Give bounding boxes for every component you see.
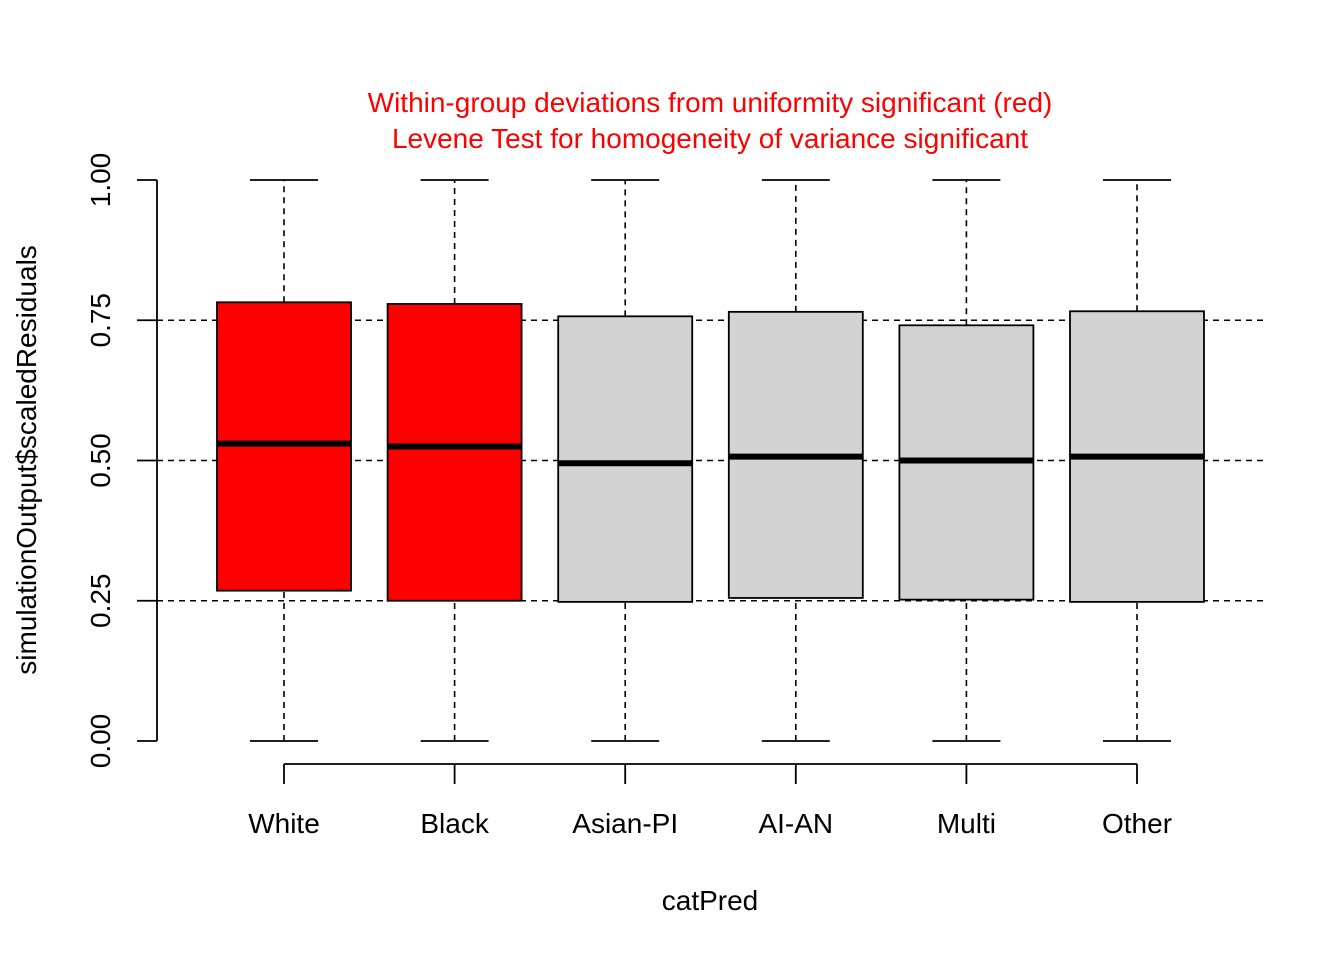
- y-axis-label: simulationOutput$scaledResiduals: [11, 245, 42, 675]
- x-axis: White Black Asian-PI AI-AN Multi Other: [248, 763, 1172, 839]
- y-tick-label: 0.00: [85, 714, 116, 769]
- y-tick-label: 0.25: [85, 574, 116, 629]
- reference-lines: [157, 319, 1265, 602]
- x-tick-label: Other: [1102, 808, 1172, 839]
- box-group-other: [1069, 179, 1205, 742]
- y-tick-label: 0.50: [85, 433, 116, 488]
- box-group-black: [386, 179, 523, 742]
- box-group-white: [216, 179, 352, 742]
- y-tick-label: 0.75: [85, 293, 116, 348]
- chart-title-line-2: Levene Test for homogeneity of variance …: [392, 123, 1028, 154]
- box-iqr: [386, 303, 523, 602]
- x-tick-label: Asian-PI: [572, 808, 678, 839]
- x-tick-label: Black: [420, 808, 489, 839]
- box-group-multi: [898, 179, 1035, 742]
- boxes: [216, 179, 1205, 742]
- y-tick-label: 1.00: [85, 153, 116, 208]
- x-tick-label: White: [248, 808, 320, 839]
- chart-title-line-1: Within-group deviations from uniformity …: [368, 87, 1053, 118]
- box-group-ai-an: [727, 179, 864, 742]
- box-iqr: [557, 315, 694, 603]
- box-group-asian-pi: [557, 179, 694, 742]
- labels: Within-group deviations from uniformity …: [11, 87, 1052, 916]
- x-axis-label: catPred: [662, 885, 759, 916]
- y-axis: 0.00 0.25 0.50 0.75 1.00: [85, 153, 158, 769]
- x-tick-label: Multi: [937, 808, 996, 839]
- x-tick-label: AI-AN: [758, 808, 833, 839]
